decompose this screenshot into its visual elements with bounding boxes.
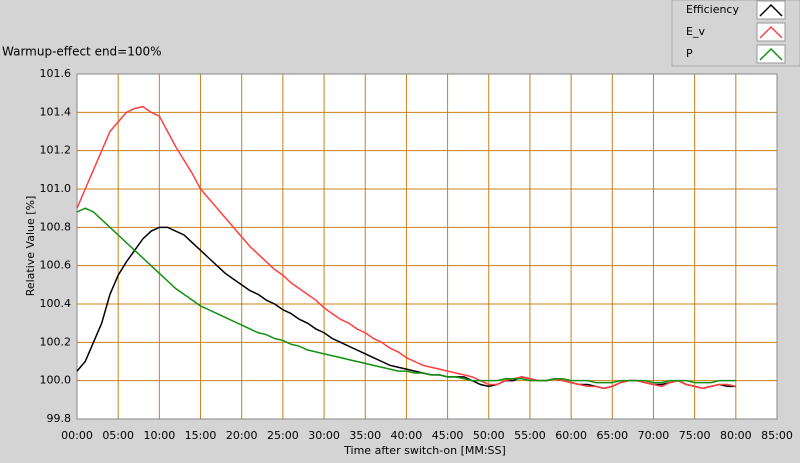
y-tick-label: 101.0 xyxy=(40,182,72,195)
x-tick-label: 40:00 xyxy=(391,429,423,442)
x-tick-label: 25:00 xyxy=(267,429,299,442)
y-tick-label: 100.6 xyxy=(40,259,72,272)
legend-swatch xyxy=(759,47,783,61)
chart-title: Warmup-effect end=100% xyxy=(2,45,162,59)
x-tick-label: 20:00 xyxy=(226,429,258,442)
y-tick-label: 101.2 xyxy=(40,144,72,157)
legend-label: P xyxy=(686,47,693,60)
series-line xyxy=(76,207,736,384)
x-tick-label: 05:00 xyxy=(102,429,134,442)
legend-label: Efficiency xyxy=(686,3,739,16)
y-tick-label: 100.0 xyxy=(40,374,72,387)
y-tick-label: 99.8 xyxy=(47,412,72,425)
x-tick-label: 85:00 xyxy=(761,429,793,442)
x-tick-label: 80:00 xyxy=(720,429,752,442)
plot-frame xyxy=(76,73,778,420)
legend-swatch-box xyxy=(756,44,786,64)
legend-swatch-box xyxy=(756,22,786,42)
x-tick-label: 75:00 xyxy=(679,429,711,442)
y-tick-label: 100.8 xyxy=(40,220,72,233)
x-axis-label: Time after switch-on [MM:SS] xyxy=(343,444,506,457)
plot-area xyxy=(77,74,777,419)
x-tick-label: 10:00 xyxy=(144,429,176,442)
legend-label: E_v xyxy=(686,25,705,38)
x-tick-label: 35:00 xyxy=(349,429,381,442)
legend-swatch xyxy=(759,25,783,39)
x-tick-label: 00:00 xyxy=(61,429,93,442)
legend-swatch-box xyxy=(756,0,786,20)
legend-swatch xyxy=(759,3,783,17)
y-tick-label: 100.4 xyxy=(40,297,72,310)
x-tick-label: 60:00 xyxy=(555,429,587,442)
x-tick-label: 45:00 xyxy=(432,429,464,442)
y-tick-label: 101.4 xyxy=(40,105,72,118)
y-tick-label: 101.6 xyxy=(40,67,72,80)
x-tick-label: 55:00 xyxy=(514,429,546,442)
x-tick-label: 65:00 xyxy=(596,429,628,442)
x-tick-label: 15:00 xyxy=(185,429,217,442)
x-tick-label: 30:00 xyxy=(308,429,340,442)
x-tick-label: 50:00 xyxy=(473,429,505,442)
y-tick-label: 100.2 xyxy=(40,335,72,348)
y-axis-label: Relative Value [%] xyxy=(24,196,37,297)
x-tick-label: 70:00 xyxy=(638,429,670,442)
